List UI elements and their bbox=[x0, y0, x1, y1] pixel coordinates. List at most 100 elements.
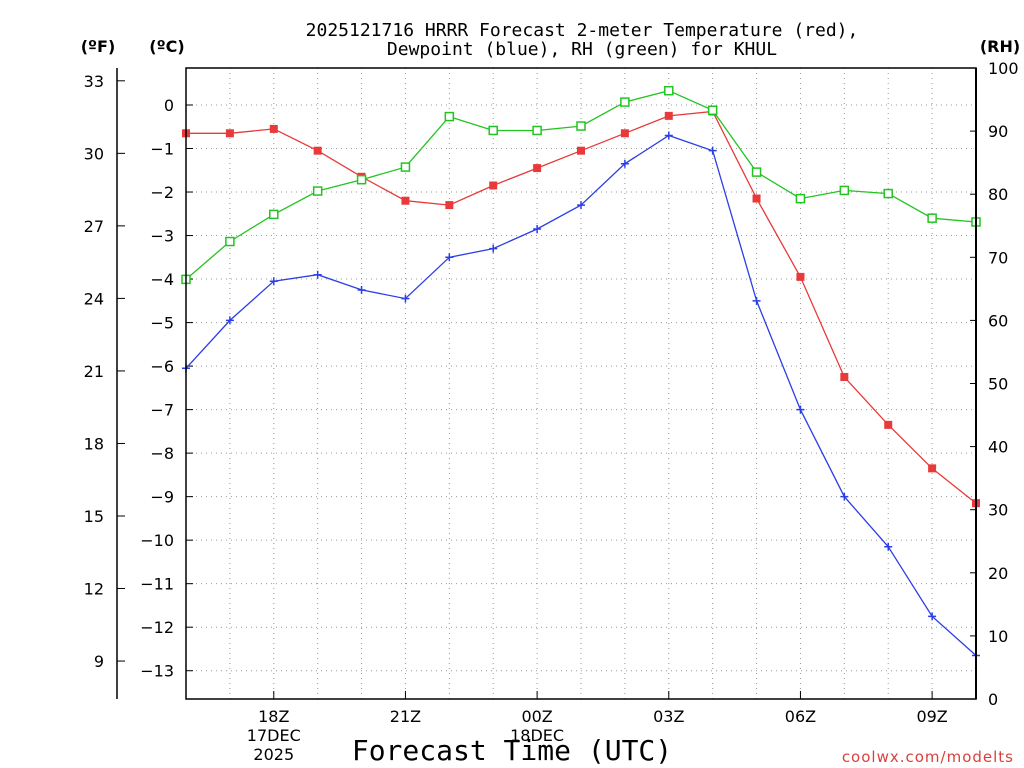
temperature-point bbox=[313, 146, 322, 155]
rh-tick-label: 30 bbox=[988, 501, 1008, 520]
time-tick-label: 21Z bbox=[390, 707, 421, 726]
chart-title-line2: Dewpoint (blue), RH (green) for KHUL bbox=[387, 39, 777, 60]
rh-point bbox=[532, 125, 542, 136]
fahrenheit-unit-label: (ºF) bbox=[81, 37, 116, 56]
dewpoint-point bbox=[796, 405, 805, 414]
dewpoint-point bbox=[752, 296, 761, 305]
rh-tick-label: 70 bbox=[988, 248, 1008, 267]
celsius-tick-label: −5 bbox=[150, 314, 174, 333]
rh-point bbox=[576, 121, 586, 131]
temperature-point bbox=[664, 111, 673, 120]
rh-point bbox=[269, 209, 279, 220]
rh-tick-label: 0 bbox=[988, 690, 998, 709]
fahrenheit-tick-label: 33 bbox=[84, 72, 104, 91]
dewpoint-point bbox=[577, 201, 585, 210]
time-tick-date: 18DEC bbox=[510, 726, 564, 745]
dewpoint-point bbox=[225, 316, 234, 325]
celsius-tick-label: −6 bbox=[150, 357, 174, 376]
rh-unit-label: (RH) bbox=[980, 37, 1020, 56]
dewpoint-point bbox=[664, 131, 673, 140]
temperature-point bbox=[796, 272, 805, 281]
time-tick-date: 17DEC bbox=[247, 726, 301, 745]
rh-tick-label: 80 bbox=[988, 185, 1008, 204]
celsius-tick-label: 0 bbox=[164, 96, 174, 115]
fahrenheit-tick-label: 27 bbox=[84, 217, 104, 236]
celsius-tick-label: −2 bbox=[150, 183, 174, 202]
temperature-point bbox=[445, 201, 454, 210]
celsius-tick-label: −4 bbox=[150, 270, 174, 289]
rh-point bbox=[620, 97, 630, 107]
fahrenheit-axis: 33 30 27 24 21 18 15 12 9 bbox=[84, 72, 125, 671]
dewpoint-point bbox=[884, 542, 893, 551]
rh-tick-label: 40 bbox=[988, 438, 1008, 457]
rh-point bbox=[444, 111, 455, 122]
gridlines bbox=[186, 68, 976, 699]
celsius-tick-label: −3 bbox=[150, 227, 174, 246]
fahrenheit-tick-label: 12 bbox=[84, 580, 104, 599]
celsius-unit-label: (ºC) bbox=[149, 37, 184, 56]
celsius-tick-label: −1 bbox=[150, 140, 174, 159]
dewpoint-point bbox=[928, 612, 937, 621]
celsius-axis: 0 −1 −2 −3 −4 −5 −6 −7 −8 −9 −10 −11 −12 −13 bbox=[140, 96, 193, 681]
fahrenheit-tick-label: 21 bbox=[84, 362, 104, 381]
rh-point bbox=[400, 162, 411, 172]
time-tick-label: 09Z bbox=[916, 707, 947, 726]
temperature-point bbox=[577, 146, 585, 155]
dewpoint-point bbox=[269, 277, 278, 286]
dewpoint-point bbox=[357, 285, 366, 294]
temperature-point bbox=[533, 164, 542, 173]
celsius-tick-label: −9 bbox=[150, 488, 174, 507]
rh-point bbox=[664, 85, 674, 96]
rh-point bbox=[225, 236, 235, 247]
time-tick-label: 03Z bbox=[653, 707, 684, 726]
rh-tick-label: 100 bbox=[988, 59, 1019, 78]
rh-point bbox=[751, 167, 762, 177]
watermark: coolwx.com/modelts bbox=[842, 748, 1014, 766]
x-axis-label: Forecast Time (UTC) bbox=[352, 734, 672, 767]
celsius-tick-label: −10 bbox=[140, 531, 174, 550]
time-tick-label: 00Z bbox=[521, 707, 552, 726]
dewpoint-point bbox=[708, 146, 717, 155]
celsius-tick-label: −8 bbox=[150, 444, 174, 463]
rh-tick-label: 60 bbox=[988, 311, 1008, 330]
time-tick-label: 18Z bbox=[258, 707, 289, 726]
rh-point bbox=[795, 193, 806, 204]
fahrenheit-tick-label: 18 bbox=[84, 434, 104, 453]
temperature-point bbox=[269, 124, 278, 133]
rh-tick-label: 20 bbox=[988, 564, 1008, 583]
fahrenheit-tick-label: 15 bbox=[84, 507, 104, 526]
dewpoint-point bbox=[313, 270, 322, 279]
dewpoint-point bbox=[840, 492, 849, 501]
temperature-point bbox=[928, 464, 937, 473]
temperature-point bbox=[752, 194, 761, 203]
rh-tick-label: 50 bbox=[988, 375, 1008, 394]
temperature-point bbox=[401, 196, 410, 205]
temperature-point bbox=[620, 129, 629, 138]
series-layer bbox=[181, 85, 981, 660]
rh-line bbox=[185, 90, 977, 280]
fahrenheit-tick-label: 24 bbox=[84, 289, 104, 308]
rh-tick-label: 90 bbox=[988, 122, 1008, 141]
dewpoint-point bbox=[620, 159, 629, 168]
rh-point bbox=[927, 213, 937, 223]
fahrenheit-tick-label: 9 bbox=[94, 652, 104, 671]
rh-tick-label: 10 bbox=[988, 627, 1008, 646]
rh-point bbox=[356, 174, 367, 185]
dewpoint-point bbox=[489, 244, 498, 253]
rh-point bbox=[883, 188, 893, 199]
temperature-point bbox=[225, 129, 234, 138]
celsius-tick-label: −12 bbox=[140, 618, 174, 637]
fahrenheit-tick-label: 30 bbox=[84, 144, 104, 163]
chart-title-line1: 2025121716 HRRR Forecast 2-meter Tempera… bbox=[306, 20, 859, 41]
celsius-tick-label: −11 bbox=[140, 575, 174, 594]
dewpoint-point bbox=[445, 253, 454, 262]
celsius-tick-label: −7 bbox=[150, 401, 174, 420]
dewpoint-point bbox=[533, 225, 542, 234]
time-tick-label: 06Z bbox=[785, 707, 816, 726]
temperature-point bbox=[884, 420, 893, 429]
temperature-point bbox=[489, 181, 498, 190]
time-tick-year: 2025 bbox=[253, 745, 294, 764]
